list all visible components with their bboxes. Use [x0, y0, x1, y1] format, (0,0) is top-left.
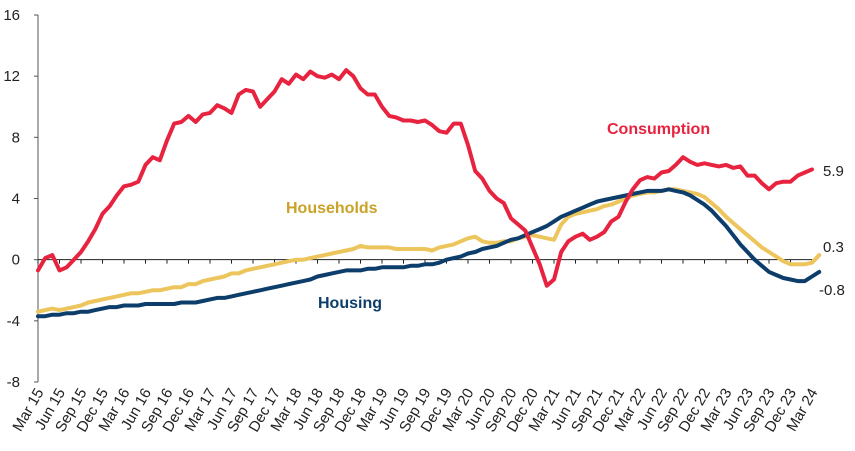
y-tick-label: 0: [12, 252, 20, 269]
y-tick-labels: -8 -4 0 4 8 12 16: [3, 7, 38, 391]
y-tick-label: -4: [7, 313, 20, 330]
series-line-housing: [36, 187, 822, 319]
end-value-households: 0.3: [823, 239, 844, 256]
series-label-households: Households: [286, 200, 378, 217]
series-line-households: [36, 187, 822, 314]
y-tick-label: 12: [3, 68, 20, 85]
y-tick-label: 4: [12, 191, 20, 208]
series-lines: [36, 68, 822, 319]
series-label-consumption: Consumption: [607, 121, 710, 138]
y-tick-label: 8: [12, 129, 20, 146]
y-tick-label: 16: [3, 7, 20, 24]
series-label-housing: Housing: [318, 295, 382, 312]
end-value-consumption: 5.9: [823, 163, 844, 180]
end-value-housing: -0.8: [819, 282, 845, 299]
y-tick-label: -8: [7, 374, 20, 391]
series-line-consumption: [36, 68, 814, 288]
